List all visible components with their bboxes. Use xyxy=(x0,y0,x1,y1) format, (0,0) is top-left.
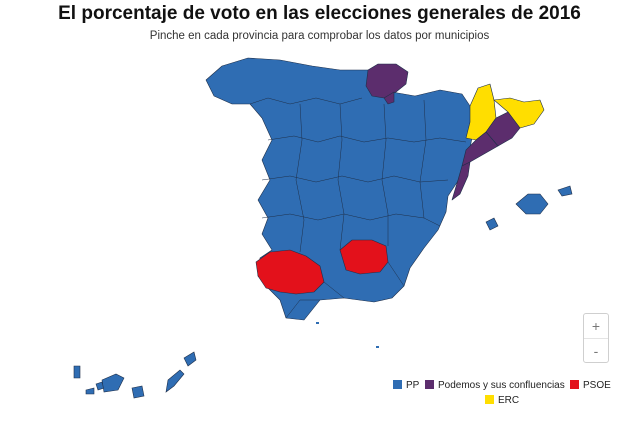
legend-item-podemos: Podemos y sus confluencias xyxy=(425,380,565,391)
la-palma-region xyxy=(73,365,81,379)
basque-podemos-region[interactable] xyxy=(365,63,409,99)
zoom-control: + - xyxy=(583,313,609,363)
valencia-podemos-region[interactable] xyxy=(451,161,471,201)
page-title: El porcentaje de voto en las elecciones … xyxy=(58,3,581,24)
peninsula-pp-region[interactable] xyxy=(205,57,473,321)
legend-swatch-psoe xyxy=(570,380,579,389)
legend-item-pp: PP xyxy=(393,380,419,391)
lanzarote-region xyxy=(183,351,197,367)
tenerife-region xyxy=(101,373,125,393)
zoom-out-button[interactable]: - xyxy=(584,338,608,362)
page-subtitle: Pinche en cada provincia para comprobar … xyxy=(149,30,490,42)
legend-swatch-erc xyxy=(485,395,494,404)
legend-label: Podemos y sus confluencias xyxy=(438,380,565,391)
tarragona-podemos-region[interactable] xyxy=(461,131,499,167)
zoom-in-button[interactable]: + xyxy=(591,318,601,334)
navarra-podemos-region[interactable] xyxy=(383,91,395,105)
menorca-region xyxy=(557,185,573,197)
sevilla-psoe-region[interactable] xyxy=(255,249,325,295)
legend-label: PP xyxy=(406,380,420,391)
el-hierro-region xyxy=(85,387,95,395)
legend-swatch-podemos xyxy=(425,380,434,389)
legend-label: PSOE xyxy=(583,380,611,391)
province-borders xyxy=(249,97,467,319)
legend-item-erc: ERC xyxy=(485,395,519,406)
jaen-psoe-region[interactable] xyxy=(339,239,389,275)
legend-item-psoe: PSOE xyxy=(570,380,611,391)
balearic-islands[interactable] xyxy=(485,185,573,231)
fuerteventura-region xyxy=(165,369,185,393)
legend-swatch-pp xyxy=(393,380,402,389)
ibiza-region xyxy=(485,217,499,231)
mallorca-region xyxy=(515,193,549,215)
gran-canaria-region xyxy=(131,385,145,399)
ceuta-melilla xyxy=(316,322,379,348)
legend-label: ERC xyxy=(498,395,520,406)
canary-islands[interactable] xyxy=(73,351,197,399)
